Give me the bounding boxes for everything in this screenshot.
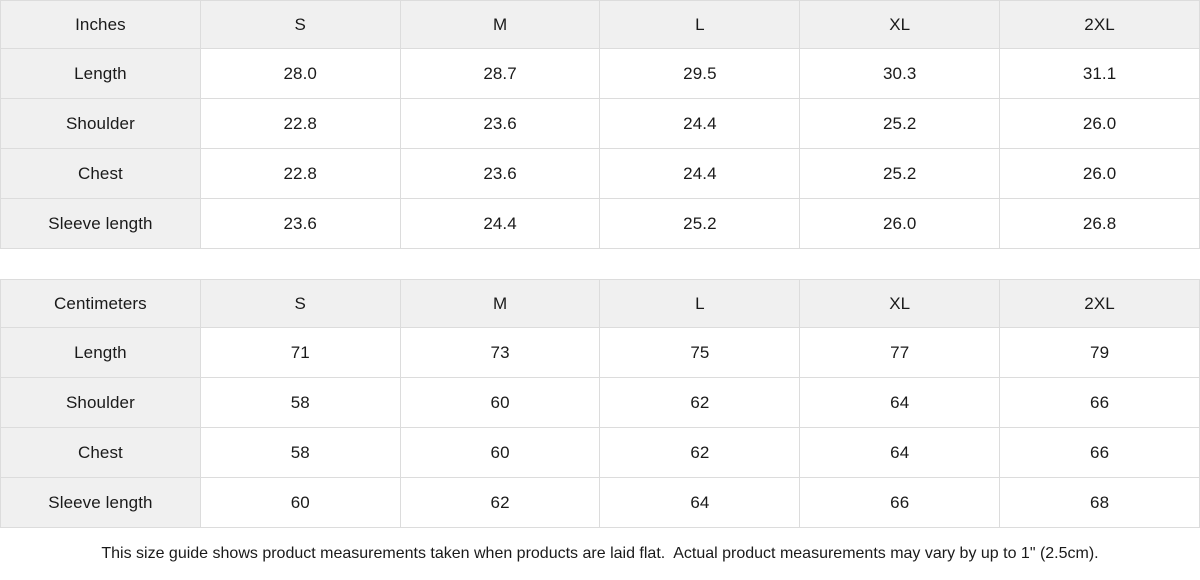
measurement-row: Chest 22.8 23.6 24.4 25.2 26.0 — [0, 148, 1200, 199]
value-cell: 71 — [199, 327, 401, 378]
value-cell: 58 — [199, 377, 401, 428]
size-header-cell: S — [199, 279, 401, 328]
header-row: Centimeters S M L XL 2XL — [0, 279, 1200, 328]
inches-table: Inches S M L XL 2XL Length 28.0 28.7 29.5 30.3 31.1… — [0, 0, 1200, 249]
value-cell: 28.7 — [399, 48, 601, 99]
value-cell: 26.0 — [799, 198, 1001, 249]
measurement-row: Sleeve length 60 62 64 66 68 — [0, 477, 1200, 528]
value-cell: 25.2 — [799, 98, 1001, 149]
value-cell: 64 — [799, 427, 1001, 478]
unit-header-cell: Inches — [0, 0, 201, 49]
value-cell: 73 — [399, 327, 601, 378]
value-cell: 62 — [599, 427, 801, 478]
value-cell: 26.8 — [999, 198, 1200, 249]
value-cell: 75 — [599, 327, 801, 378]
measurement-row: Length 71 73 75 77 79 — [0, 327, 1200, 378]
row-label-cell: Chest — [0, 148, 201, 199]
size-header-cell: 2XL — [999, 279, 1200, 328]
header-row: Inches S M L XL 2XL — [0, 0, 1200, 49]
size-header-cell: S — [199, 0, 401, 49]
row-label-cell: Sleeve length — [0, 477, 201, 528]
value-cell: 60 — [399, 427, 601, 478]
value-cell: 23.6 — [199, 198, 401, 249]
value-cell: 66 — [999, 427, 1200, 478]
value-cell: 22.8 — [199, 98, 401, 149]
value-cell: 24.4 — [599, 98, 801, 149]
value-cell: 28.0 — [199, 48, 401, 99]
value-cell: 31.1 — [999, 48, 1200, 99]
size-header-cell: M — [399, 279, 601, 328]
value-cell: 66 — [999, 377, 1200, 428]
measurement-row: Sleeve length 23.6 24.4 25.2 26.0 26.8 — [0, 198, 1200, 249]
size-header-cell: XL — [799, 279, 1001, 328]
value-cell: 77 — [799, 327, 1001, 378]
measurement-row: Chest 58 60 62 64 66 — [0, 427, 1200, 478]
size-header-cell: M — [399, 0, 601, 49]
size-header-cell: 2XL — [999, 0, 1200, 49]
row-label-cell: Sleeve length — [0, 198, 201, 249]
row-label-cell: Length — [0, 48, 201, 99]
value-cell: 58 — [199, 427, 401, 478]
value-cell: 25.2 — [599, 198, 801, 249]
measurement-row: Shoulder 58 60 62 64 66 — [0, 377, 1200, 428]
value-cell: 26.0 — [999, 148, 1200, 199]
measurement-row: Shoulder 22.8 23.6 24.4 25.2 26.0 — [0, 98, 1200, 149]
value-cell: 22.8 — [199, 148, 401, 199]
footer-note: This size guide shows product measuremen… — [101, 545, 1099, 562]
measurement-row: Length 28.0 28.7 29.5 30.3 31.1 — [0, 48, 1200, 99]
value-cell: 68 — [999, 477, 1200, 528]
value-cell: 66 — [799, 477, 1001, 528]
centimeters-table: Centimeters S M L XL 2XL Length 71 73 75 77 79 Shoul… — [0, 279, 1200, 528]
value-cell: 26.0 — [999, 98, 1200, 149]
value-cell: 30.3 — [799, 48, 1001, 99]
size-header-cell: L — [599, 279, 801, 328]
value-cell: 23.6 — [399, 148, 601, 199]
value-cell: 60 — [199, 477, 401, 528]
value-cell: 62 — [599, 377, 801, 428]
size-header-cell: XL — [799, 0, 1001, 49]
table-spacer — [0, 249, 1200, 279]
unit-header-cell: Centimeters — [0, 279, 201, 328]
value-cell: 64 — [599, 477, 801, 528]
row-label-cell: Chest — [0, 427, 201, 478]
row-label-cell: Shoulder — [0, 98, 201, 149]
row-label-cell: Shoulder — [0, 377, 201, 428]
value-cell: 24.4 — [399, 198, 601, 249]
size-header-cell: L — [599, 0, 801, 49]
row-label-cell: Length — [0, 327, 201, 378]
value-cell: 79 — [999, 327, 1200, 378]
value-cell: 60 — [399, 377, 601, 428]
value-cell: 64 — [799, 377, 1001, 428]
value-cell: 62 — [399, 477, 601, 528]
value-cell: 23.6 — [399, 98, 601, 149]
value-cell: 24.4 — [599, 148, 801, 199]
value-cell: 29.5 — [599, 48, 801, 99]
value-cell: 25.2 — [799, 148, 1001, 199]
